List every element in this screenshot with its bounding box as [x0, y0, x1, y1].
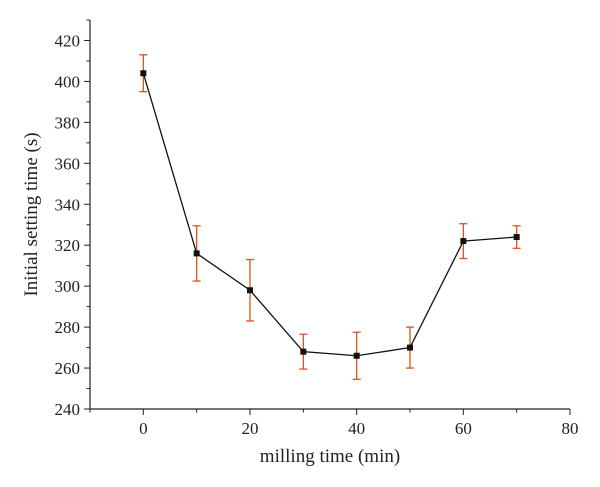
ticks: 0 20 40 60 80 240 260 280 300 320 340 360 380 400 420 [55, 19, 579, 438]
y-tick-label: 280 [55, 318, 81, 337]
y-tick-label: 260 [55, 359, 81, 378]
y-tick-label: 380 [55, 113, 81, 132]
y-tick-label: 340 [55, 195, 81, 214]
x-tick-label: 60 [455, 419, 472, 438]
y-tick-label: 420 [55, 31, 81, 50]
series-line [142, 73, 517, 357]
x-tick-label: 80 [562, 419, 579, 438]
y-tick-label: 320 [55, 236, 81, 255]
y-tick-label: 240 [55, 400, 81, 419]
x-tick-label: 20 [242, 419, 259, 438]
series [140, 70, 520, 359]
y-tick-label: 360 [55, 154, 81, 173]
data-point [460, 238, 467, 245]
error-bars [139, 54, 521, 380]
y-tick-label: 400 [55, 72, 81, 91]
data-point [353, 352, 360, 359]
data-point [193, 250, 200, 257]
y-tick-label: 300 [55, 277, 81, 296]
data-point [513, 234, 520, 241]
data-point [407, 344, 413, 351]
x-tick-label: 40 [348, 419, 365, 438]
axes [89, 20, 570, 410]
y-axis-title: Initial setting time (s) [21, 132, 42, 296]
data-point [140, 70, 147, 77]
data-point [247, 287, 253, 294]
x-axis-title: milling time (min) [260, 446, 400, 467]
data-point [300, 348, 307, 355]
x-tick-label: 0 [139, 419, 148, 438]
